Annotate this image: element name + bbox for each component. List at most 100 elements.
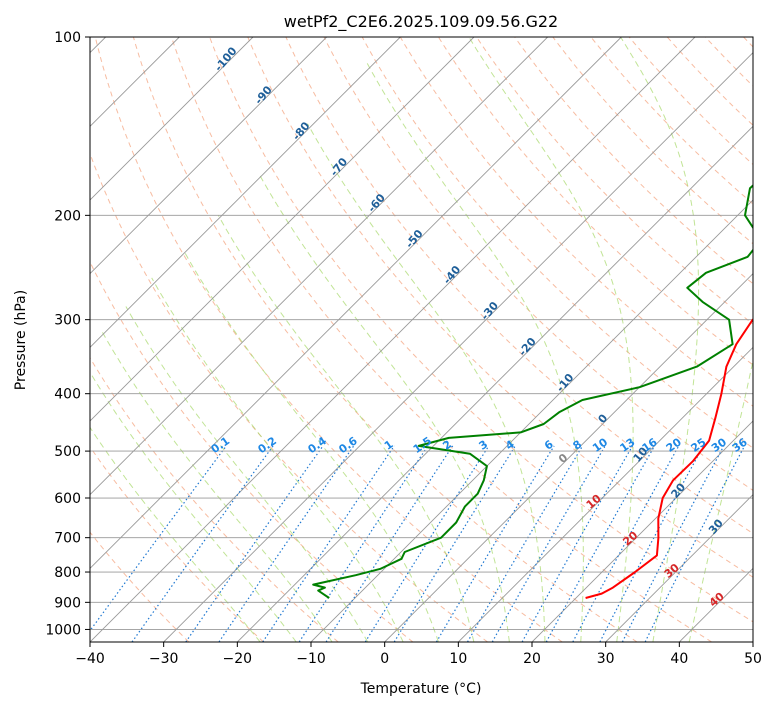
isotherm-line: [310, 199, 753, 642]
dry-adiabat-line: [399, 37, 753, 407]
isotherm-line: [458, 346, 753, 642]
y-tick-label: 400: [54, 387, 81, 403]
mixing-ratio-line: [393, 445, 516, 642]
mixing-ratio-line: [521, 445, 634, 642]
moist-adiabat-line: [258, 173, 510, 642]
mixing-ratio-line: [435, 445, 555, 642]
mixing-ratio-label: 8: [571, 438, 585, 453]
x-tick-label: −20: [223, 651, 253, 667]
background-lines: [90, 37, 753, 642]
mixing-ratio-line: [90, 445, 227, 632]
moist-adiabat-line: [101, 331, 333, 642]
dry-adiabat-line: [90, 356, 339, 642]
mixing-ratio-label: 30: [709, 435, 729, 455]
x-tick-label: 20: [523, 651, 541, 667]
y-tick-label: 500: [54, 444, 81, 460]
mixing-ratio-line: [545, 445, 656, 642]
moist-adiabat-line: [90, 371, 297, 642]
mixing-ratio-label: 1: [382, 438, 396, 453]
dry-adiabat-line: [247, 37, 753, 578]
moist-adiabat-line: [151, 277, 404, 642]
y-axis: 1000 900 800 700 600 500 400 300 200 100: [45, 30, 90, 638]
y-tick-label: 1000: [45, 622, 81, 638]
mixing-ratio-line: [599, 445, 704, 642]
mixing-ratio-label: 0.2: [256, 434, 279, 456]
dry-adiabat-line: [171, 37, 712, 642]
mixing-ratio-line: [262, 445, 395, 642]
moist-adiabat-line: [183, 251, 439, 642]
x-axis: −40 −30 −20 −10 0 10 20 30 40 50: [75, 642, 762, 667]
dry-adiabat-label: -30: [478, 299, 501, 323]
y-tick-label: 800: [54, 565, 81, 581]
y-tick-label: 600: [54, 491, 81, 507]
mixing-ratio-line: [644, 445, 746, 642]
x-tick-label: 40: [670, 651, 688, 667]
dry-adiabat-label: -90: [252, 83, 275, 107]
moist-adiabat-line: [688, 358, 753, 642]
mixing-ratio-label: 0.6: [336, 434, 360, 456]
moist-adiabat-line: [620, 37, 700, 642]
mixing-ratio-label: 3: [477, 438, 491, 453]
y-axis-label: Pressure (hPa): [13, 290, 29, 390]
mixing-ratio-label: 0.4: [306, 434, 330, 456]
dry-adiabat-label: -60: [365, 191, 388, 215]
dry-adiabat-label: -40: [441, 263, 464, 287]
x-tick-label: −40: [75, 651, 105, 667]
isotherm-line: [90, 37, 327, 275]
moist-adiabat-line: [468, 37, 634, 642]
y-tick-label: 100: [54, 30, 81, 46]
isotherm-line: [90, 37, 401, 348]
dewpoint-profile-line: [312, 184, 753, 599]
isotherm-line: [679, 567, 753, 642]
y-tick-label: 300: [54, 313, 81, 329]
mixing-ratio-label: 1.5: [411, 434, 434, 456]
isotherm-line: [90, 37, 548, 496]
moist-adiabat-line: [125, 306, 369, 642]
x-tick-label: 0: [380, 651, 389, 667]
mixing-ratio-label: 20: [664, 435, 684, 455]
isotherm-line: [163, 52, 753, 642]
mixing-ratio-line: [466, 445, 584, 642]
dry-adiabat-line: [90, 260, 414, 642]
dry-adiabat-label: -20: [516, 335, 539, 359]
dry-adiabat-label: -100: [212, 44, 240, 74]
y-tick-label: 900: [54, 595, 81, 611]
moist-adiabat-line: [365, 61, 584, 642]
moist-adiabat-line: [307, 123, 546, 642]
isotherm-label: 10: [584, 492, 604, 512]
moist-adiabat-line: [217, 215, 475, 642]
dry-adiabat-label: -70: [328, 155, 351, 179]
dry-adiabat-label: -80: [290, 119, 313, 143]
mixing-ratio-line: [364, 445, 490, 642]
dry-adiabat-line: [590, 37, 753, 205]
dry-adiabat-line: [285, 37, 753, 535]
dry-adiabat-line: [514, 37, 753, 285]
mixing-ratio-line: [621, 445, 725, 642]
sounding-series: [312, 184, 753, 599]
mixing-ratio-label: 4: [503, 437, 517, 452]
isotherm-line: [605, 494, 753, 642]
moist-adiabat-line: [90, 426, 261, 642]
x-tick-label: 30: [597, 651, 615, 667]
isotherm-line: [90, 37, 254, 201]
x-tick-label: 10: [449, 651, 467, 667]
chart-title: wetPf2_C2E6.2025.109.09.56.G22: [284, 12, 558, 32]
isotherm-line: [384, 273, 753, 642]
plot-frame: [89, 36, 754, 643]
dry-adiabat-label: -50: [403, 227, 426, 251]
mixing-ratio-label: 0.1: [209, 434, 232, 456]
dry-adiabat-line: [552, 37, 753, 245]
y-tick-label: 700: [54, 531, 81, 547]
mixing-ratio-line: [131, 445, 274, 642]
mixing-ratio-line: [325, 445, 454, 642]
isotherm-line: [90, 37, 475, 422]
mixing-ratio-label: 25: [689, 435, 709, 454]
isotherm-line: [90, 37, 696, 642]
x-tick-label: 50: [744, 651, 762, 667]
dry-adiabat-line: [132, 37, 638, 642]
x-axis-label: Temperature (°C): [360, 681, 482, 697]
dry-adiabat-line: [743, 37, 753, 48]
mixing-ratio-line: [185, 445, 324, 642]
dry-adiabat-line: [90, 531, 190, 642]
